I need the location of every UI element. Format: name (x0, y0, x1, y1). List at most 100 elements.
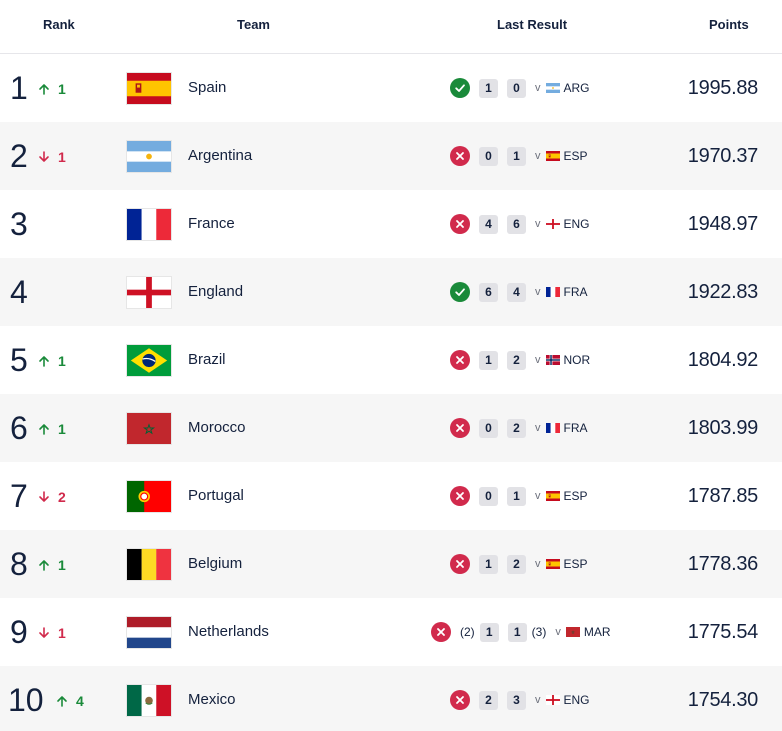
loss-cross-icon (450, 486, 470, 506)
argentina-flag (126, 140, 172, 173)
rank-change-value: 4 (76, 693, 84, 709)
score-away: 4 (507, 282, 526, 302)
points-value: 1804.92 (687, 349, 759, 371)
rank-number: 1 (10, 70, 28, 106)
opponent-code: ESP (563, 557, 588, 571)
versus-label: v (535, 286, 541, 298)
rank-change-up: 4 (56, 693, 84, 709)
table-row[interactable]: 6 1 Morocco 0 2 v FRA 1803.99 (0, 394, 782, 462)
score-home: 2 (479, 690, 498, 710)
versus-label: v (535, 558, 541, 570)
opponent-morocco-flag (565, 627, 580, 637)
score-away: 2 (507, 554, 526, 574)
rank-change-down: 2 (38, 489, 66, 505)
last-result[interactable]: 1 2 v NOR (450, 348, 590, 372)
opponent-france-flag (545, 287, 560, 297)
last-result[interactable]: 2 3 v ENG (450, 688, 590, 712)
portugal-flag (126, 480, 172, 513)
table-row[interactable]: 10 4 Mexico 2 3 v ENG 1754.30 (0, 666, 782, 731)
loss-cross-icon (450, 350, 470, 370)
penalty-score-home: (2) (460, 625, 475, 639)
opponent-spain-flag (545, 559, 560, 569)
team-name[interactable]: England (188, 283, 244, 300)
last-result[interactable]: 0 1 v ESP (450, 144, 588, 168)
score-home: 0 (479, 146, 498, 166)
versus-label: v (535, 150, 541, 162)
loss-cross-icon (450, 690, 470, 710)
score-home: 0 (479, 418, 498, 438)
versus-label: v (555, 626, 561, 638)
points-value: 1995.88 (687, 77, 759, 99)
opponent-code: ARG (563, 81, 590, 95)
versus-label: v (535, 490, 541, 502)
loss-cross-icon (450, 554, 470, 574)
table-row[interactable]: 7 2 Portugal 0 1 v ESP 1787.85 (0, 462, 782, 530)
versus-label: v (535, 82, 541, 94)
score-home: 1 (479, 554, 498, 574)
table-row[interactable]: 2 1 Argentina 0 1 v ESP 1970.37 (0, 122, 782, 190)
rank-number: 6 (10, 410, 28, 446)
england-flag (126, 276, 172, 309)
score-away: 1 (507, 622, 527, 642)
table-row[interactable]: 3 France 4 6 v ENG 1948.97 (0, 190, 782, 258)
last-result[interactable]: 1 0 v ARG (450, 76, 590, 100)
rank-change-value: 1 (58, 625, 66, 641)
score-home: 4 (479, 214, 498, 234)
team-name[interactable]: Spain (188, 79, 227, 96)
last-result[interactable]: 6 4 v FRA (450, 280, 588, 304)
brazil-flag (126, 344, 172, 377)
rank-number: 3 (10, 206, 28, 242)
team-name[interactable]: Netherlands (188, 623, 269, 640)
opponent-spain-flag (545, 151, 560, 161)
last-result-column-header[interactable]: Last Result (497, 17, 568, 32)
opponent-code: MAR (583, 625, 611, 639)
last-result[interactable]: 1 2 v ESP (450, 552, 588, 576)
team-name[interactable]: Mexico (188, 691, 236, 708)
score-home: 1 (479, 350, 498, 370)
last-result[interactable]: 4 6 v ENG (450, 212, 590, 236)
loss-cross-icon (450, 418, 470, 438)
opponent-code: ESP (563, 489, 588, 503)
points-value: 1775.54 (687, 621, 759, 643)
points-column-header[interactable]: Points (709, 17, 749, 32)
team-name[interactable]: Portugal (188, 487, 244, 504)
points-value: 1803.99 (687, 417, 759, 439)
points-value: 1922.83 (687, 281, 759, 303)
last-result[interactable]: (2) 1 1 (3) v MAR (431, 620, 611, 644)
score-away: 0 (507, 78, 526, 98)
table-row[interactable]: 1 1 Spain 1 0 v ARG 1995.88 (0, 54, 782, 122)
opponent-argentina-flag (545, 83, 560, 93)
last-result[interactable]: 0 1 v ESP (450, 484, 588, 508)
rank-change-up: 1 (38, 81, 66, 97)
loss-cross-icon (431, 622, 451, 642)
last-result[interactable]: 0 2 v FRA (450, 416, 588, 440)
rank-number: 8 (10, 546, 28, 582)
versus-label: v (535, 694, 541, 706)
team-name[interactable]: Belgium (188, 555, 243, 572)
versus-label: v (535, 218, 541, 230)
table-row[interactable]: 8 1 Belgium 1 2 v ESP 1778.36 (0, 530, 782, 598)
team-name[interactable]: Morocco (188, 419, 246, 436)
arrow-up-icon (38, 83, 50, 95)
arrow-up-icon (38, 423, 50, 435)
opponent-code: FRA (563, 285, 588, 299)
table-row[interactable]: 4 England 6 4 v FRA 1922.83 (0, 258, 782, 326)
spain-flag (126, 72, 172, 105)
belgium-flag (126, 548, 172, 581)
rank-number: 4 (10, 274, 28, 310)
versus-label: v (535, 354, 541, 366)
rank-change-value: 1 (58, 81, 66, 97)
team-name[interactable]: Brazil (188, 351, 226, 368)
france-flag (126, 208, 172, 241)
rank-number: 5 (10, 342, 28, 378)
table-row[interactable]: 9 1 Netherlands (2) 1 1 (3) v MAR 1775.5… (0, 598, 782, 666)
team-column-header[interactable]: Team (237, 17, 270, 32)
opponent-england-flag (545, 219, 560, 229)
score-home: 0 (479, 486, 498, 506)
rank-column-header[interactable]: Rank (43, 17, 75, 32)
table-row[interactable]: 5 1 Brazil 1 2 v NOR 1804.92 (0, 326, 782, 394)
team-name[interactable]: France (188, 215, 235, 232)
score-home: 1 (479, 622, 499, 642)
loss-cross-icon (450, 214, 470, 234)
team-name[interactable]: Argentina (188, 147, 253, 164)
